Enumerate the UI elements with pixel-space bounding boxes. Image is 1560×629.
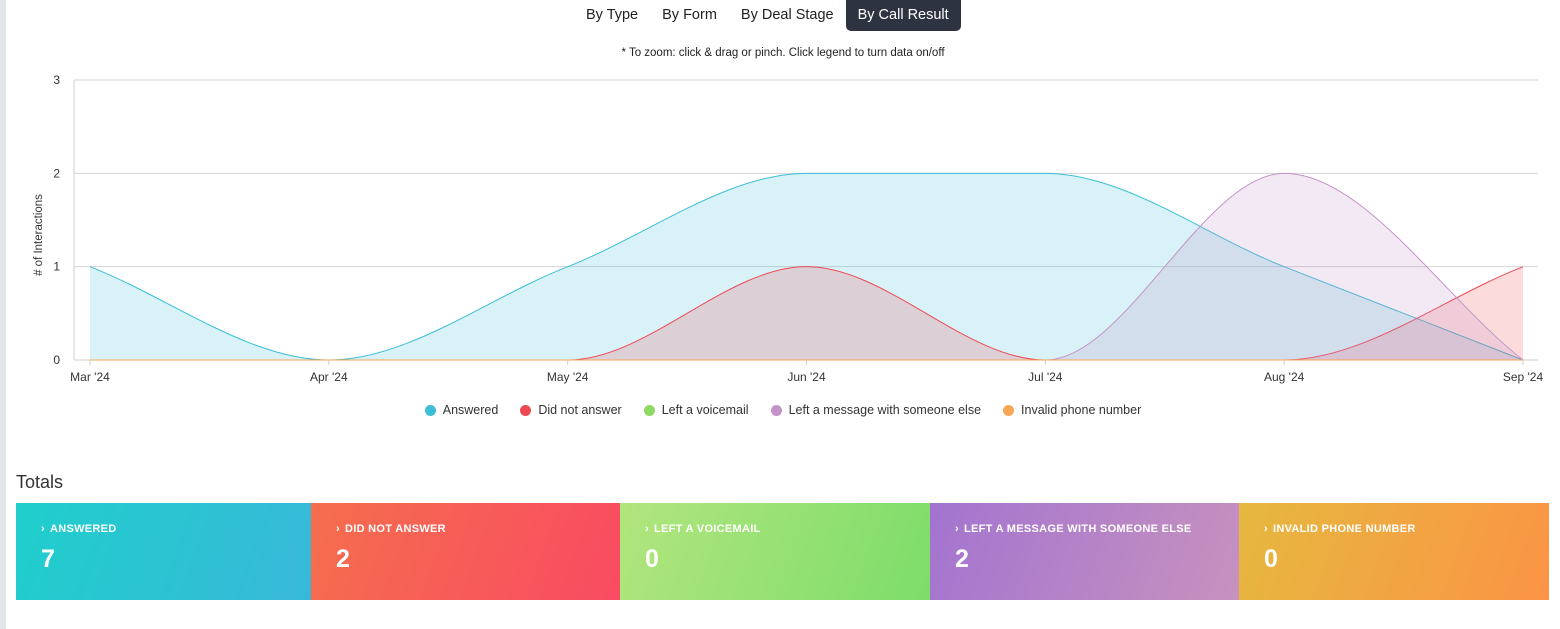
total-value-invalid-phone: 0 bbox=[1264, 545, 1278, 573]
legend-dot-did-not-answer bbox=[520, 404, 532, 416]
x-tick-label: Jul '24 bbox=[1028, 370, 1063, 384]
totals-title: Totals bbox=[16, 472, 64, 492]
y-tick-label: 3 bbox=[53, 73, 60, 87]
totals-cards: › ANSWERED 7 › DID NOT ANSWER 2 › LEFT A VO… bbox=[16, 503, 1549, 600]
total-label-did-not-answer: DID NOT ANSWER bbox=[344, 523, 446, 535]
view-tabs: By Type By Form By Deal Stage By Call Re… bbox=[574, 0, 961, 31]
legend-dot-left-voicemail bbox=[643, 404, 655, 416]
chevron-right-icon: › bbox=[336, 523, 340, 535]
chevron-right-icon: › bbox=[645, 523, 649, 535]
interactions-area-chart[interactable]: 0 1 2 3 # of Interactions Mar '24 Apr '24 May '… bbox=[0, 60, 1560, 390]
tab-by-deal-stage[interactable]: By Deal Stage bbox=[740, 7, 834, 23]
legend-dot-answered bbox=[424, 404, 436, 416]
legend-dot-left-message bbox=[770, 404, 782, 416]
y-tick-label: 2 bbox=[53, 166, 60, 180]
total-value-did-not-answer: 2 bbox=[336, 545, 350, 573]
left-rail bbox=[0, 0, 6, 629]
total-card-did-not-answer[interactable]: › DID NOT ANSWER 2 bbox=[311, 503, 620, 600]
chevron-right-icon: › bbox=[41, 523, 45, 535]
chevron-right-icon: › bbox=[955, 523, 959, 535]
legend-label-did-not-answer: Did not answer bbox=[538, 403, 622, 417]
tab-by-call-result[interactable]: By Call Result bbox=[845, 0, 961, 31]
total-value-left-message: 2 bbox=[955, 545, 969, 573]
x-tick-label: Apr '24 bbox=[310, 370, 348, 384]
total-label-left-message: LEFT A MESSAGE WITH SOMEONE ELSE bbox=[963, 523, 1192, 535]
total-value-left-voicemail: 0 bbox=[645, 545, 659, 573]
y-tick-label: 0 bbox=[53, 353, 60, 367]
x-tick-label: Mar '24 bbox=[70, 370, 110, 384]
legend-item-did-not-answer[interactable]: Did not answer bbox=[520, 403, 622, 417]
y-axis-title: # of Interactions bbox=[33, 194, 45, 276]
legend-item-answered[interactable]: Answered bbox=[424, 403, 499, 417]
legend-dot-invalid-phone bbox=[1003, 404, 1015, 416]
total-label-left-voicemail: LEFT A VOICEMAIL bbox=[653, 523, 761, 535]
series-area-1 bbox=[90, 266, 1523, 360]
chart-legend: Answered Did not answer Left a voicemail… bbox=[0, 403, 1560, 417]
series-area-3 bbox=[90, 173, 1523, 360]
legend-label-left-voicemail: Left a voicemail bbox=[661, 403, 749, 417]
total-card-left-message[interactable]: › LEFT A MESSAGE WITH SOMEONE ELSE 2 bbox=[930, 503, 1239, 600]
tab-by-form[interactable]: By Form bbox=[662, 7, 717, 23]
total-card-left-voicemail[interactable]: › LEFT A VOICEMAIL 0 bbox=[620, 503, 930, 600]
legend-label-invalid-phone: Invalid phone number bbox=[1021, 403, 1142, 417]
legend-label-left-message: Left a message with someone else bbox=[788, 403, 982, 417]
total-label-answered: ANSWERED bbox=[49, 523, 117, 535]
legend-label-answered: Answered bbox=[442, 403, 499, 417]
legend-item-invalid-phone[interactable]: Invalid phone number bbox=[1003, 403, 1141, 417]
tab-by-type[interactable]: By Type bbox=[586, 7, 639, 23]
y-tick-label: 1 bbox=[53, 260, 60, 274]
total-card-answered[interactable]: › ANSWERED 7 bbox=[16, 503, 311, 600]
legend-item-left-message[interactable]: Left a message with someone else bbox=[770, 403, 982, 417]
total-card-invalid-phone[interactable]: › INVALID PHONE NUMBER 0 bbox=[1239, 503, 1549, 600]
legend-item-left-voicemail[interactable]: Left a voicemail bbox=[643, 403, 749, 417]
total-value-answered: 7 bbox=[41, 545, 55, 573]
total-label-invalid-phone: INVALID PHONE NUMBER bbox=[1272, 523, 1416, 535]
x-tick-label: Aug '24 bbox=[1264, 370, 1305, 384]
chevron-right-icon: › bbox=[1264, 523, 1268, 535]
zoom-hint: * To zoom: click & drag or pinch. Click … bbox=[621, 47, 945, 59]
x-tick-label: Jun '24 bbox=[787, 370, 826, 384]
x-tick-label: Sep '24 bbox=[1503, 370, 1544, 384]
x-tick-label: May '24 bbox=[547, 370, 589, 384]
